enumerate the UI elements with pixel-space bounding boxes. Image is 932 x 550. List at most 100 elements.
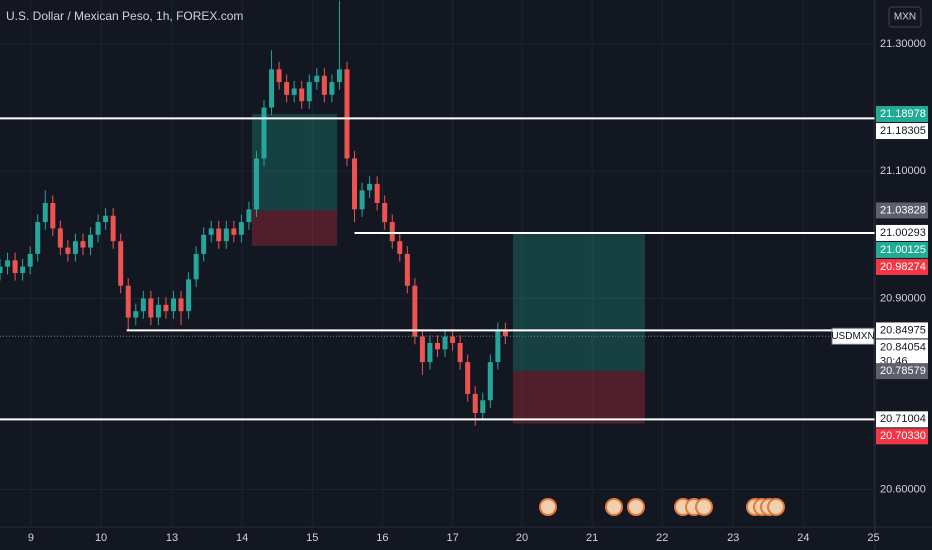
candle-body <box>148 298 154 318</box>
price-tag-label: 21.03828 <box>880 204 926 216</box>
candle-body <box>352 158 358 210</box>
candle-body <box>27 253 33 267</box>
symbol-box <box>831 327 875 345</box>
price-tag-label: 20.84975 <box>880 324 926 336</box>
candle-body <box>269 69 275 108</box>
event-icons <box>539 498 785 516</box>
candle-body <box>336 69 342 83</box>
candle-body <box>72 241 78 254</box>
candle-body <box>412 285 418 337</box>
candle-body <box>118 241 124 286</box>
candle-body <box>487 362 493 401</box>
candle-body <box>261 107 267 159</box>
price-tag <box>876 224 928 241</box>
event-icon <box>767 498 785 516</box>
candles <box>0 0 508 426</box>
candle-body <box>42 203 48 223</box>
price-tag-label: 20.78579 <box>880 365 926 377</box>
x-tick-label: 25 <box>867 532 879 544</box>
candle-body <box>321 75 327 95</box>
price-tag <box>876 202 928 219</box>
profit-zone <box>512 234 645 372</box>
candle-body <box>450 336 456 343</box>
price-tag-label: 21.00293 <box>880 227 926 239</box>
candle-body <box>404 253 410 286</box>
y-tick-label: 20.90000 <box>880 292 926 304</box>
candle-body <box>170 298 176 312</box>
candle-body <box>276 69 282 83</box>
price-tag-label: 20.71004 <box>880 413 926 425</box>
candle-body <box>480 400 486 413</box>
candle-body <box>389 222 395 242</box>
x-tick-label: 17 <box>446 532 458 544</box>
currency: MXN <box>894 12 916 23</box>
event-icon <box>539 498 557 516</box>
candle-body <box>65 247 71 254</box>
currency-box[interactable] <box>888 6 922 28</box>
candle-body <box>291 88 297 95</box>
candle-body <box>80 241 86 248</box>
candle-body <box>178 298 184 312</box>
price-tag-label: 20.70330 <box>880 430 926 442</box>
loss-zone <box>251 210 338 246</box>
candle-body <box>216 228 222 242</box>
price-tag <box>876 241 928 258</box>
position-boxes <box>251 114 645 424</box>
candle-body <box>193 253 199 280</box>
price-tag <box>876 123 928 140</box>
candle-body <box>465 362 471 394</box>
price-tag <box>876 106 928 123</box>
price-tag <box>876 258 928 275</box>
candle-body <box>442 336 448 350</box>
candle-body <box>103 215 109 223</box>
x-tick-label: 13 <box>166 532 178 544</box>
x-tick-label: 23 <box>727 532 739 544</box>
x-tick-label: 22 <box>656 532 668 544</box>
candle-body <box>495 330 501 363</box>
candle-body <box>208 228 214 235</box>
event-icon <box>695 498 713 516</box>
price-tag-label: 20.84054 <box>880 341 926 353</box>
candle-body <box>186 279 192 312</box>
candle-body <box>344 69 350 159</box>
candle-body <box>306 82 312 102</box>
price-tag <box>876 322 928 339</box>
candle-body <box>314 75 320 83</box>
candle-body <box>299 88 305 102</box>
symbol-label: USDMXN <box>831 331 874 342</box>
candle-body <box>133 311 139 318</box>
candle-body <box>5 260 11 267</box>
candle-body <box>140 298 146 312</box>
candle-body <box>0 266 3 273</box>
event-icon <box>605 498 623 516</box>
candle-body <box>163 304 169 312</box>
price-tag-label: 21.00125 <box>880 244 926 256</box>
candle-body <box>367 183 373 191</box>
candle-body <box>110 215 116 242</box>
candle-body <box>35 222 41 254</box>
price-tag <box>876 363 928 380</box>
y-tick-label: 21.10000 <box>880 165 926 177</box>
candle-body <box>427 343 433 363</box>
candle-body <box>359 190 365 210</box>
x-tick-label: 15 <box>306 532 318 544</box>
candle-body <box>50 203 56 229</box>
y-tick-label: 20.60000 <box>880 483 926 495</box>
price-tag <box>876 428 928 445</box>
candle-body <box>382 203 388 223</box>
x-tick-label: 9 <box>28 532 34 544</box>
candle-body <box>329 82 335 95</box>
candle-body <box>374 183 380 203</box>
axes: 21.30000 21.10000 20.90000 20.60000 9 10 13 14 1… <box>28 38 928 544</box>
price-tag-label: 20.98274 <box>880 261 926 273</box>
chart-title: U.S. Dollar / Mexican Peso, 1h, FOREX.co… <box>6 9 243 23</box>
candle-body <box>253 158 259 210</box>
candle-body <box>472 393 478 413</box>
price-tag-label: 21.18978 <box>880 108 926 120</box>
candle-body <box>155 304 161 318</box>
candle-body <box>419 336 425 363</box>
x-tick-label: 16 <box>376 532 388 544</box>
